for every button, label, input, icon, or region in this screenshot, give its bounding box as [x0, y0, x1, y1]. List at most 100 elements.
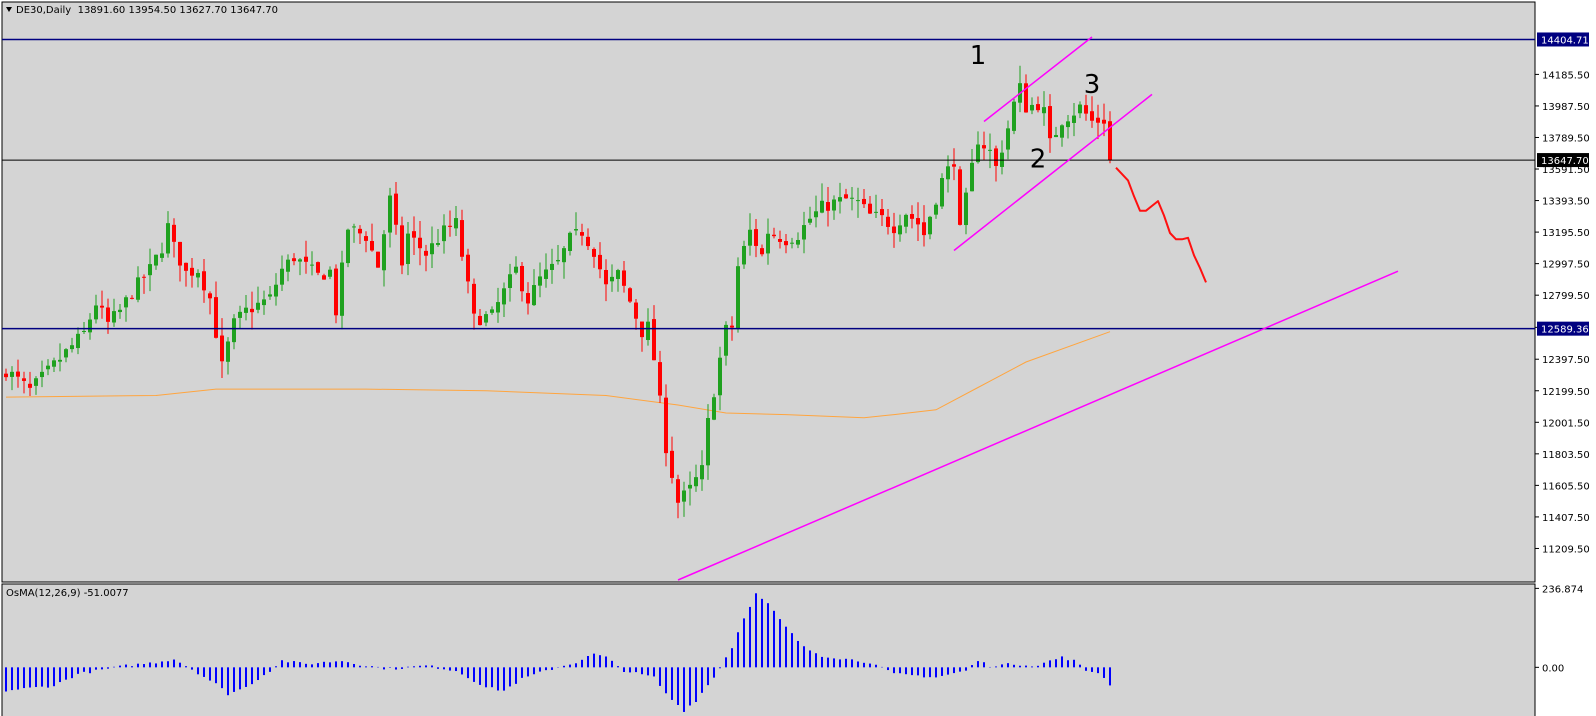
candle[interactable]	[76, 333, 80, 349]
candle[interactable]	[274, 284, 278, 297]
candle[interactable]	[1108, 121, 1112, 161]
candle[interactable]	[1084, 105, 1088, 114]
candle[interactable]	[430, 243, 434, 255]
candle[interactable]	[964, 192, 968, 226]
candle[interactable]	[268, 294, 272, 297]
candle[interactable]	[1102, 119, 1106, 124]
candle[interactable]	[688, 484, 692, 489]
candle[interactable]	[1072, 115, 1076, 123]
candle[interactable]	[892, 226, 896, 234]
candle[interactable]	[376, 251, 380, 268]
candle[interactable]	[370, 241, 374, 251]
candle[interactable]	[382, 234, 386, 271]
candle[interactable]	[856, 200, 860, 202]
candle[interactable]	[556, 259, 560, 262]
candle[interactable]	[346, 229, 350, 264]
candle[interactable]	[802, 225, 806, 240]
candle[interactable]	[418, 237, 422, 249]
candle[interactable]	[670, 450, 674, 478]
candle[interactable]	[592, 248, 596, 257]
candle[interactable]	[244, 307, 248, 313]
candle[interactable]	[574, 229, 578, 231]
candle[interactable]	[340, 262, 344, 316]
candle[interactable]	[1030, 104, 1034, 111]
candle[interactable]	[736, 266, 740, 329]
candle[interactable]	[628, 288, 632, 302]
candle[interactable]	[712, 397, 716, 420]
candle[interactable]	[520, 265, 524, 292]
candle[interactable]	[988, 149, 992, 151]
candle[interactable]	[646, 321, 650, 341]
candle[interactable]	[124, 297, 128, 308]
candle[interactable]	[682, 490, 686, 502]
candle[interactable]	[904, 214, 908, 227]
candle[interactable]	[616, 270, 620, 279]
candle[interactable]	[292, 258, 296, 262]
candle[interactable]	[706, 418, 710, 466]
candle[interactable]	[820, 200, 824, 213]
candle[interactable]	[538, 276, 542, 286]
candle[interactable]	[526, 293, 530, 304]
candle[interactable]	[172, 224, 176, 242]
candle[interactable]	[142, 276, 146, 278]
candle[interactable]	[70, 345, 74, 350]
candle[interactable]	[586, 236, 590, 247]
candle[interactable]	[154, 254, 158, 266]
candle[interactable]	[580, 232, 584, 236]
candle[interactable]	[568, 232, 572, 251]
candle[interactable]	[130, 297, 134, 299]
candle[interactable]	[190, 267, 194, 276]
candle[interactable]	[502, 288, 506, 305]
candle[interactable]	[442, 225, 446, 242]
candle[interactable]	[898, 225, 902, 235]
candle[interactable]	[262, 299, 266, 306]
candle[interactable]	[754, 229, 758, 246]
candle[interactable]	[112, 311, 116, 323]
candle[interactable]	[532, 285, 536, 306]
candle[interactable]	[610, 276, 614, 282]
candle[interactable]	[238, 311, 242, 318]
candle[interactable]	[94, 305, 98, 320]
candle[interactable]	[478, 315, 482, 326]
candle[interactable]	[916, 218, 920, 225]
candle[interactable]	[352, 226, 356, 228]
candle[interactable]	[22, 378, 26, 381]
candle[interactable]	[814, 211, 818, 218]
candle[interactable]	[448, 225, 452, 227]
candle[interactable]	[316, 262, 320, 273]
candle[interactable]	[1060, 125, 1064, 138]
candle[interactable]	[424, 250, 428, 256]
candle[interactable]	[88, 319, 92, 333]
candle[interactable]	[412, 231, 416, 238]
candle[interactable]	[1024, 83, 1028, 113]
candle[interactable]	[598, 254, 602, 270]
candle[interactable]	[760, 248, 764, 255]
candle[interactable]	[280, 268, 284, 285]
candle[interactable]	[100, 305, 104, 308]
candle[interactable]	[106, 307, 110, 322]
trend-line[interactable]	[953, 93, 1153, 252]
candle[interactable]	[46, 365, 50, 370]
candle[interactable]	[28, 383, 32, 388]
candle[interactable]	[184, 262, 188, 271]
candle[interactable]	[250, 308, 254, 313]
candle[interactable]	[808, 218, 812, 223]
candle[interactable]	[946, 166, 950, 180]
candle[interactable]	[220, 335, 224, 362]
candle[interactable]	[880, 209, 884, 216]
candle[interactable]	[790, 242, 794, 244]
candle[interactable]	[328, 269, 332, 277]
candle[interactable]	[874, 211, 878, 213]
candle[interactable]	[838, 197, 842, 202]
candle[interactable]	[676, 479, 680, 503]
candle[interactable]	[232, 318, 236, 343]
candle[interactable]	[82, 330, 86, 332]
candle[interactable]	[214, 297, 218, 338]
trend-line[interactable]	[983, 36, 1093, 123]
candle[interactable]	[832, 199, 836, 211]
candle[interactable]	[922, 222, 926, 236]
candle[interactable]	[202, 271, 206, 291]
candle[interactable]	[934, 204, 938, 215]
candle[interactable]	[862, 198, 866, 205]
